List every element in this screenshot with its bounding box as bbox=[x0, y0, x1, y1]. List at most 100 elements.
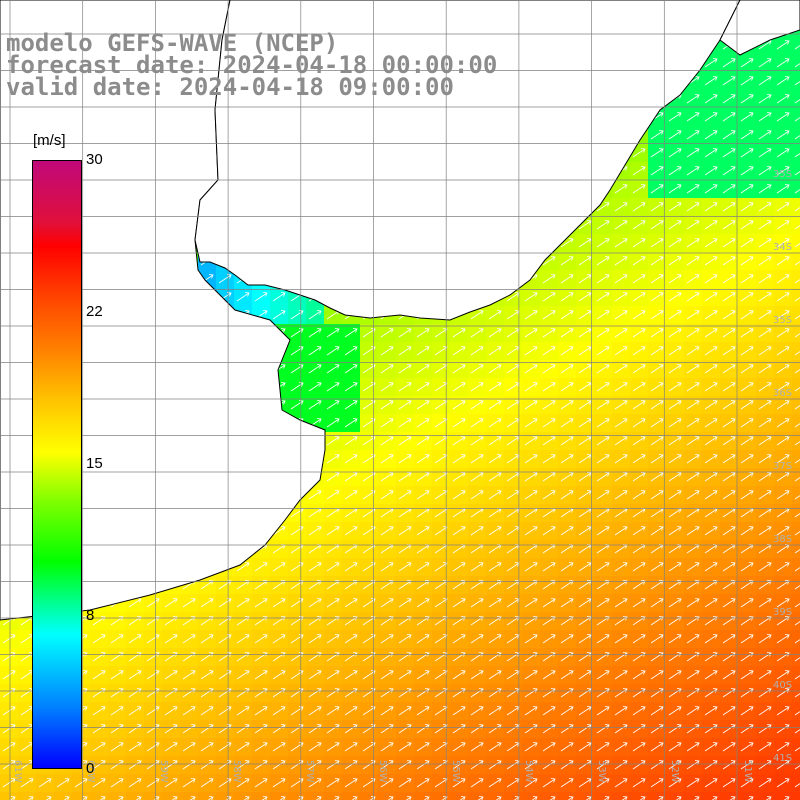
wind-arrow bbox=[272, 310, 286, 320]
wind-arrow bbox=[722, 364, 736, 374]
wind-arrow bbox=[740, 328, 754, 338]
wind-arrow bbox=[776, 220, 790, 230]
wind-arrow bbox=[398, 346, 412, 356]
wind-arrow bbox=[740, 94, 754, 104]
wind-arrow bbox=[416, 346, 430, 356]
wind-speed-cell bbox=[756, 792, 774, 800]
wind-speed-cell bbox=[396, 792, 414, 800]
wind-arrow bbox=[650, 364, 664, 374]
lon-label: 53W bbox=[596, 760, 607, 783]
wind-speed-cell bbox=[792, 360, 800, 378]
wind-arrow bbox=[776, 328, 790, 338]
wind-arrow bbox=[740, 58, 754, 68]
wind-arrow bbox=[794, 225, 800, 230]
wind-speed-cell bbox=[54, 792, 72, 800]
wind-arrow bbox=[776, 274, 790, 284]
wind-arrow bbox=[632, 310, 646, 320]
wind-arrow bbox=[722, 238, 736, 248]
wind-arrow bbox=[686, 202, 700, 212]
wind-arrow bbox=[686, 184, 700, 194]
wind-arrow bbox=[722, 256, 736, 266]
wind-speed-cell bbox=[234, 792, 252, 800]
wind-arrow bbox=[722, 184, 736, 194]
wind-arrow bbox=[650, 292, 664, 302]
wind-speed-cell bbox=[180, 792, 198, 800]
wind-speed-cell bbox=[378, 792, 396, 800]
wind-arrow bbox=[686, 310, 700, 320]
wind-arrow bbox=[362, 346, 376, 356]
wind-speed-cell bbox=[792, 324, 800, 342]
wind-speed-cell bbox=[774, 792, 792, 800]
wind-arrow bbox=[704, 58, 718, 68]
wind-arrow bbox=[362, 382, 376, 392]
wind-arrow bbox=[560, 256, 574, 266]
wind-arrow bbox=[704, 184, 718, 194]
lat-label: 37S bbox=[773, 461, 792, 472]
wind-arrow bbox=[668, 364, 682, 374]
wind-arrow bbox=[758, 112, 772, 122]
wind-arrow bbox=[326, 328, 340, 338]
wind-arrow bbox=[578, 310, 592, 320]
wind-arrow bbox=[740, 202, 754, 212]
wind-arrow bbox=[470, 364, 484, 374]
wind-speed-cell bbox=[792, 162, 800, 180]
wind-arrow bbox=[452, 346, 466, 356]
wind-arrow bbox=[794, 153, 800, 158]
lon-label: 58W bbox=[231, 760, 242, 783]
wind-speed-cell bbox=[792, 648, 800, 666]
wind-speed-cell bbox=[792, 288, 800, 306]
wind-speed-cell bbox=[792, 108, 800, 126]
wind-arrow bbox=[686, 166, 700, 176]
wind-arrow bbox=[632, 166, 646, 176]
wind-arrow bbox=[578, 238, 592, 248]
wind-arrow bbox=[362, 328, 376, 338]
wind-speed-cell bbox=[648, 792, 666, 800]
wind-arrow bbox=[668, 292, 682, 302]
wind-arrow bbox=[362, 364, 376, 374]
wind-arrow bbox=[398, 382, 412, 392]
wind-speed-cell bbox=[360, 792, 378, 800]
wind-arrow bbox=[758, 274, 772, 284]
wind-arrow bbox=[650, 220, 664, 230]
wind-arrow bbox=[794, 351, 800, 356]
wind-arrow bbox=[704, 256, 718, 266]
wind-speed-cell bbox=[612, 792, 630, 800]
wind-arrow bbox=[578, 346, 592, 356]
wind-arrow bbox=[740, 274, 754, 284]
wind-arrow bbox=[668, 238, 682, 248]
lat-label: 40S bbox=[773, 680, 792, 691]
wind-arrow bbox=[686, 94, 700, 104]
lon-label: 57W bbox=[304, 760, 315, 783]
wind-arrow bbox=[740, 130, 754, 140]
wind-speed-cell bbox=[792, 396, 800, 414]
wind-arrow bbox=[668, 346, 682, 356]
wind-arrow bbox=[776, 184, 790, 194]
wind-arrow bbox=[740, 112, 754, 122]
wind-speed-cell bbox=[540, 792, 558, 800]
wind-arrow bbox=[668, 256, 682, 266]
wind-arrow bbox=[272, 292, 286, 302]
wind-arrow bbox=[704, 130, 718, 140]
wind-arrow bbox=[722, 112, 736, 122]
wind-arrow bbox=[686, 256, 700, 266]
wind-arrow bbox=[668, 202, 682, 212]
wind-arrow bbox=[344, 328, 358, 338]
wind-arrow bbox=[470, 310, 484, 320]
wind-arrow bbox=[776, 364, 790, 374]
wind-speed-cell bbox=[792, 702, 800, 720]
colorbar-tick-30: 30 bbox=[86, 151, 103, 168]
wind-arrow bbox=[722, 130, 736, 140]
wind-arrow bbox=[632, 256, 646, 266]
wind-arrow bbox=[794, 189, 800, 194]
wind-arrow bbox=[758, 220, 772, 230]
wind-speed-cell bbox=[36, 792, 54, 800]
wind-arrow bbox=[650, 310, 664, 320]
wind-speed-cell bbox=[792, 72, 800, 90]
wind-arrow bbox=[650, 346, 664, 356]
lat-label: 35S bbox=[773, 169, 792, 180]
wind-speed-cell bbox=[18, 792, 36, 800]
lon-label: 52W bbox=[669, 760, 680, 783]
wind-speed-cell bbox=[792, 342, 800, 360]
colorbar bbox=[32, 160, 82, 769]
wind-arrow bbox=[686, 292, 700, 302]
